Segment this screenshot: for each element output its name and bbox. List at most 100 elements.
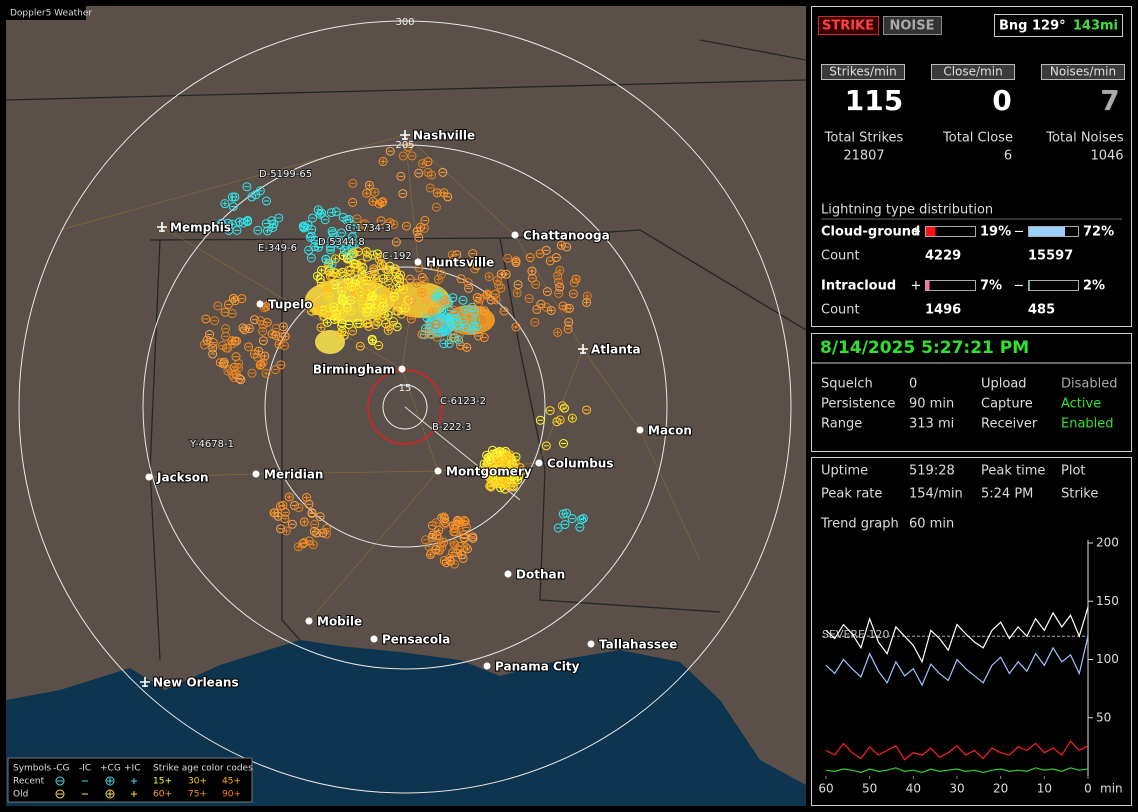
strike-symbol	[535, 249, 545, 259]
x-unit: min	[1100, 782, 1123, 796]
strike-symbol	[359, 274, 369, 284]
strike-button[interactable]	[818, 16, 879, 35]
strike-symbol	[309, 526, 319, 536]
strike-ring	[264, 300, 274, 310]
strike-ring	[431, 292, 441, 302]
strike-ring	[251, 190, 261, 200]
strike-ring	[361, 305, 371, 315]
noise-button[interactable]	[883, 16, 942, 35]
strike-ring	[347, 232, 357, 242]
strike-symbol	[403, 142, 413, 152]
strike-ring	[454, 330, 464, 340]
strike-symbol	[337, 228, 347, 238]
strike-symbol	[423, 157, 433, 167]
strike-ring	[256, 359, 266, 369]
strike-ring	[482, 450, 492, 460]
strike-symbol	[223, 299, 233, 309]
strike-symbol	[385, 146, 395, 156]
strike-ring	[402, 221, 412, 231]
strike-symbol	[450, 559, 460, 569]
settings-panel	[811, 333, 1132, 452]
x-tick-label: 60	[818, 782, 833, 796]
legend-header: -CG	[53, 764, 70, 774]
strike-ring	[491, 295, 501, 305]
strike-symbol	[427, 170, 437, 180]
strike-symbol	[492, 275, 502, 285]
strike-symbol	[316, 322, 326, 332]
strike-symbol	[347, 232, 357, 242]
strike-ring	[258, 336, 268, 346]
strike-symbol	[446, 333, 456, 343]
strike-symbol	[532, 304, 542, 314]
strike-ring	[374, 254, 384, 264]
strike-ring	[313, 271, 323, 281]
strike-symbol	[398, 278, 408, 288]
strike-symbol	[306, 231, 316, 241]
uptime-cell: Uptime	[821, 464, 868, 479]
strike-ring	[353, 260, 363, 270]
strike-ring	[258, 320, 268, 330]
strike-ring	[316, 322, 326, 332]
strike-symbol	[453, 320, 463, 330]
city-dot	[587, 640, 595, 648]
strike-symbol	[541, 441, 551, 451]
strike-symbol	[253, 225, 263, 235]
strike-ring	[359, 274, 369, 284]
strike-ring	[278, 500, 288, 510]
strike-symbol	[320, 215, 330, 225]
strike-symbol	[201, 314, 211, 324]
strike-symbol	[304, 499, 314, 509]
strike-ring	[466, 325, 476, 335]
strike-ring	[378, 261, 388, 271]
strike-symbol	[251, 190, 261, 200]
stat-header-box	[931, 64, 1015, 80]
strike-symbol	[449, 538, 459, 548]
strike-symbol	[511, 469, 521, 479]
strike-ring	[385, 218, 395, 228]
strike-ring	[398, 151, 408, 161]
strike-symbol	[511, 258, 521, 268]
strike-symbol	[511, 452, 521, 462]
strike-ring	[492, 477, 502, 487]
range-ring	[18, 20, 792, 794]
strike-ring	[244, 342, 254, 352]
strike-ring	[567, 514, 577, 524]
strike-symbol	[422, 313, 432, 323]
strike-ring	[345, 251, 355, 261]
strike-ring	[558, 301, 568, 311]
strike-ring	[557, 401, 567, 411]
strike-ring	[367, 334, 377, 344]
strike-symbol	[321, 254, 331, 264]
strike-symbol	[345, 251, 355, 261]
strike-ring	[362, 252, 372, 262]
strike-symbol	[513, 475, 523, 485]
y-tick-label: 150	[1096, 594, 1119, 608]
strike-symbol	[210, 316, 220, 326]
strike-ring	[461, 322, 471, 332]
strike-symbol	[294, 503, 304, 513]
x-tick-label: 40	[906, 782, 921, 796]
strike-symbol	[385, 218, 395, 228]
strike-ring	[353, 247, 363, 257]
city-label: Tallahassee	[599, 638, 677, 652]
strike-ring	[271, 330, 281, 340]
strike-symbol	[491, 295, 501, 305]
strike-ring	[553, 523, 563, 533]
strike-ring	[555, 265, 565, 275]
city-dot	[511, 231, 519, 239]
strike-ring	[352, 266, 362, 276]
storm-label: Y-4678-1	[189, 439, 234, 450]
strike-ring	[417, 273, 427, 283]
strike-symbol	[298, 222, 308, 232]
count: 4229	[925, 249, 961, 264]
strike-symbol	[431, 320, 441, 330]
strike-symbol	[391, 268, 401, 278]
city-label: Meridian	[264, 468, 323, 482]
strike-symbol	[384, 283, 394, 293]
strike-ring	[223, 299, 233, 309]
strike-ring	[389, 291, 399, 301]
strike-ring	[458, 295, 468, 305]
strike-ring	[493, 471, 503, 481]
strike-ring	[234, 363, 244, 373]
strike-ring	[357, 296, 367, 306]
